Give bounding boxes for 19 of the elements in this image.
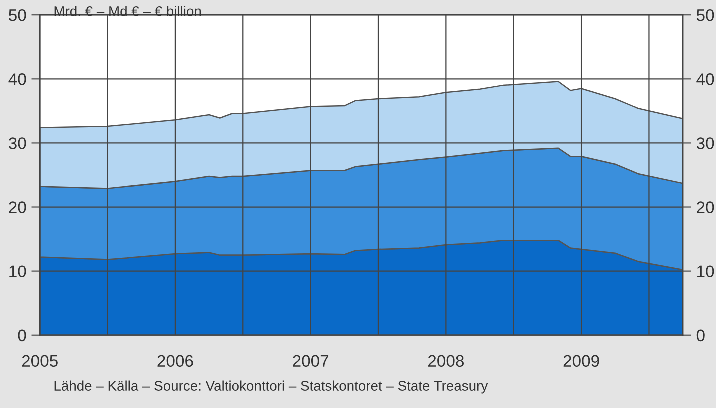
x-tick-label: 2006 — [158, 355, 194, 368]
y-tick-label: 20 — [9, 202, 26, 214]
y2-tick-label: 0 — [696, 330, 705, 342]
x-tick-label: 2009 — [564, 355, 600, 368]
y-tick-label: 30 — [9, 138, 26, 150]
y2-tick-label: 50 — [696, 9, 714, 22]
x-tick-label: 2007 — [293, 355, 329, 368]
text: Lähde – Källa – Source: Valtiokonttori – Statskontoret – State Treasury — [54, 380, 488, 394]
y2-tick-label: 10 — [698, 266, 714, 278]
y2-tick-label: 20 — [697, 202, 714, 214]
x-tick-label: 2008 — [428, 355, 464, 368]
chart-title: Mrd. € – Md € – € billion — [54, 6, 202, 16]
y-tick-label: 0 — [18, 330, 26, 342]
y-tick-label: 50 — [9, 9, 26, 22]
x-tick-label: 2005 — [22, 355, 58, 368]
y-tick-label: 40 — [8, 74, 26, 86]
y-tick-label: 10 — [10, 266, 26, 278]
y2-tick-label: 30 — [696, 138, 714, 150]
y2-tick-label: 40 — [696, 74, 714, 86]
